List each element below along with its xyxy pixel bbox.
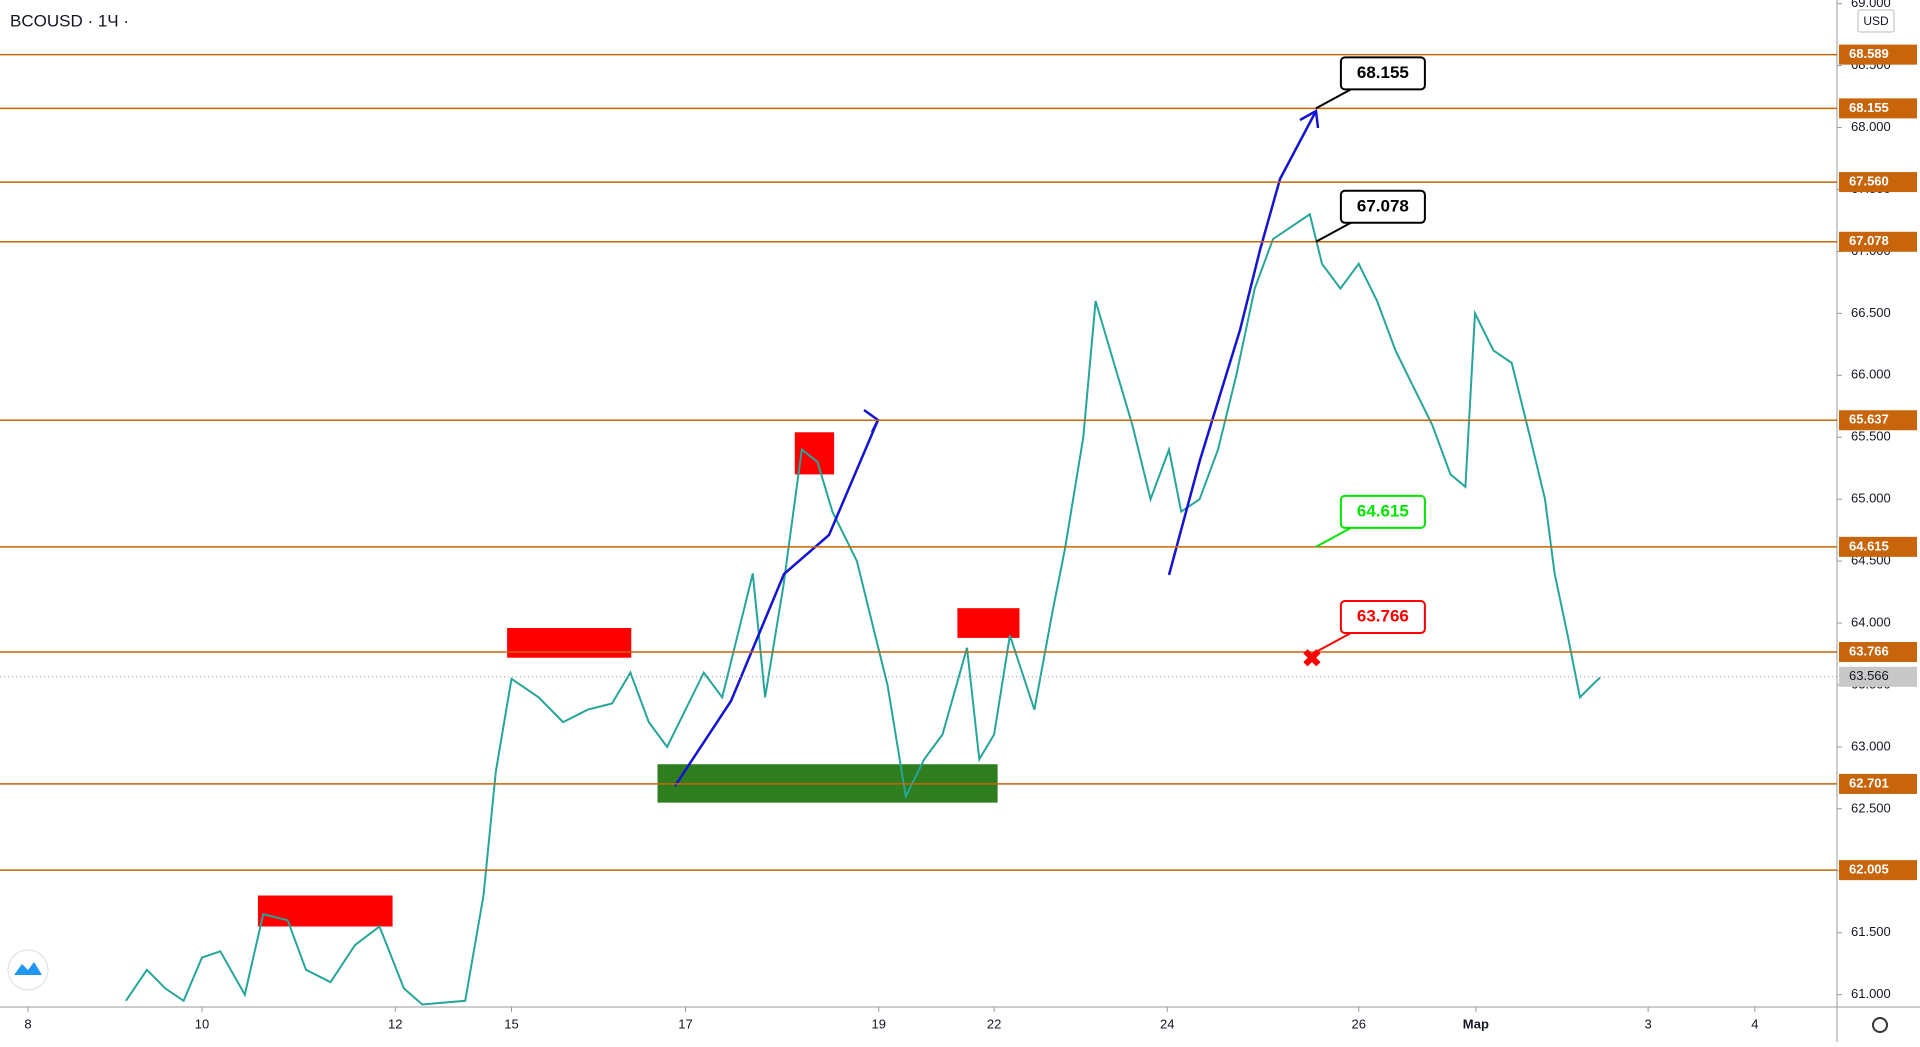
y-tick-label: 65.000 <box>1851 491 1891 506</box>
callout-label: 64.615 <box>1357 501 1409 520</box>
callout-pointer <box>1315 632 1352 653</box>
level-label: 62.005 <box>1849 862 1889 877</box>
level-label: 68.155 <box>1849 100 1889 115</box>
x-tick-label: 8 <box>24 1016 31 1031</box>
callout-box <box>1339 189 1426 224</box>
x-tick-label: 19 <box>871 1016 885 1031</box>
callout-pointer <box>1315 88 1352 110</box>
zone <box>507 627 632 658</box>
currency-box <box>1857 9 1895 33</box>
callout-box <box>1339 600 1426 635</box>
x-tick-label: 12 <box>388 1016 402 1031</box>
x-tick-label: Мар <box>1463 1016 1489 1031</box>
currency: USD <box>1863 14 1889 28</box>
level-label: 68.589 <box>1849 46 1889 61</box>
logo-icon <box>14 962 42 975</box>
callout-pointer <box>1315 526 1352 548</box>
y-tick-label: 69.000 <box>1851 0 1891 10</box>
level-box <box>1839 536 1917 557</box>
projection-line <box>1167 110 1318 576</box>
x-tick-label: 22 <box>987 1016 1001 1031</box>
y-tick-label: 61.000 <box>1851 986 1891 1001</box>
last-price-label: 63.566 <box>1849 668 1889 683</box>
level-label: 63.766 <box>1849 643 1889 658</box>
callout-label: 63.766 <box>1357 606 1409 625</box>
y-tick-label: 61.500 <box>1851 924 1891 939</box>
level-box <box>1839 860 1917 881</box>
cancel-mark: ✖ <box>1302 645 1322 672</box>
projection-line <box>673 419 880 787</box>
level-box <box>1839 172 1917 193</box>
last-price-box <box>1839 666 1917 687</box>
y-tick-label: 65.500 <box>1851 429 1891 444</box>
y-tick-label: 66.000 <box>1851 367 1891 382</box>
level-box <box>1839 773 1917 794</box>
zone <box>257 895 393 927</box>
y-tick-label: 63.000 <box>1851 738 1891 753</box>
price-line <box>125 212 1601 1006</box>
callout-pointer <box>1315 221 1352 243</box>
x-tick-label: 3 <box>1645 1016 1652 1031</box>
callout-label: 68.155 <box>1357 63 1409 82</box>
level-box <box>1839 642 1917 663</box>
y-tick-label: 62.500 <box>1851 800 1891 815</box>
x-tick-label: 15 <box>504 1016 518 1031</box>
x-tick-label: 4 <box>1751 1016 1758 1031</box>
y-tick-label: 64.000 <box>1851 614 1891 629</box>
x-tick-label: 26 <box>1351 1016 1365 1031</box>
symbol: BCOUSD · 1Ч · <box>10 11 129 30</box>
x-tick-label: 10 <box>195 1016 209 1031</box>
level-box <box>1839 98 1917 119</box>
callout-box <box>1339 494 1426 529</box>
level-label: 67.078 <box>1849 233 1889 248</box>
callout-box <box>1339 56 1426 91</box>
y-tick-label: 66.500 <box>1851 305 1891 320</box>
x-tick-label: 17 <box>678 1016 692 1031</box>
settings-icon[interactable] <box>1872 1017 1888 1033</box>
level-box <box>1839 231 1917 252</box>
callout-label: 67.078 <box>1357 196 1409 215</box>
level-box <box>1839 44 1917 65</box>
zone <box>957 608 1020 638</box>
projection-arrow <box>1299 108 1320 129</box>
y-tick-label: 68.000 <box>1851 119 1891 134</box>
level-label: 62.701 <box>1849 775 1889 790</box>
level-label: 64.615 <box>1849 538 1889 553</box>
level-label: 67.560 <box>1849 174 1889 189</box>
level-box <box>1839 410 1917 431</box>
level-label: 65.637 <box>1849 412 1889 427</box>
x-tick-label: 24 <box>1160 1016 1174 1031</box>
